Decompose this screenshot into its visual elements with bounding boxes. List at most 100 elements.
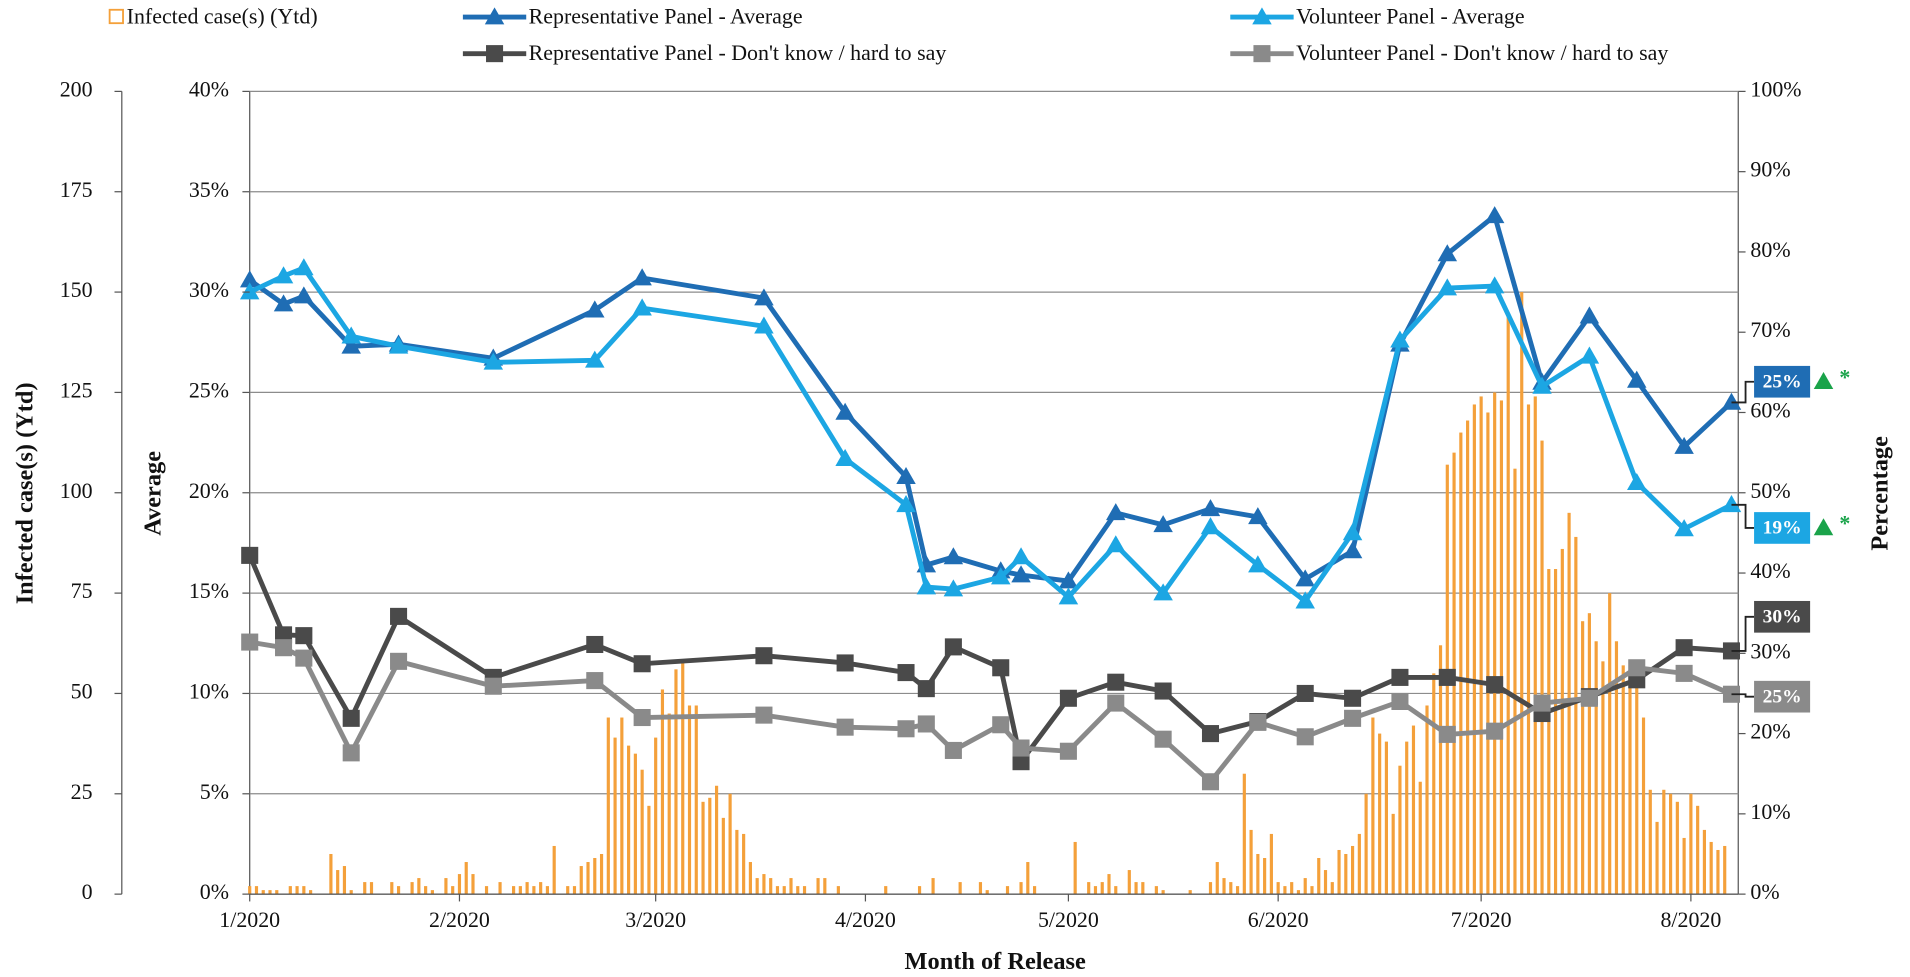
marker (1344, 689, 1362, 707)
bar (1087, 882, 1091, 895)
marker (1012, 739, 1030, 757)
marker (1675, 664, 1693, 682)
bar (1418, 781, 1422, 895)
marker (486, 45, 504, 63)
marker (294, 258, 314, 276)
marker (836, 718, 854, 736)
bar (1709, 841, 1713, 895)
marker (1390, 330, 1410, 348)
end-label-connector (1731, 380, 1755, 404)
y-tick-label: 0 (82, 879, 93, 904)
y3-tick-label: 20% (1750, 719, 1790, 744)
bar (1574, 536, 1578, 895)
y-axis-title: Infected case(s) (Ytd) (11, 382, 38, 604)
marker (1533, 694, 1551, 712)
marker (944, 638, 962, 656)
bar (254, 886, 259, 895)
bar (721, 817, 725, 895)
bar (1526, 404, 1531, 895)
bar (484, 886, 489, 895)
bar (336, 870, 340, 895)
bar (1290, 882, 1294, 895)
bar (1154, 886, 1158, 895)
bar (451, 886, 455, 895)
bar (606, 717, 610, 895)
significance-mark: * (1839, 364, 1850, 389)
bar (1466, 420, 1470, 895)
bar (789, 878, 793, 895)
marker (992, 659, 1010, 677)
bar (1601, 661, 1605, 895)
marker (1154, 682, 1172, 700)
marker (1248, 507, 1268, 525)
bar (728, 793, 732, 895)
bar (1310, 886, 1314, 895)
marker (273, 266, 294, 284)
x-tick-label: 8/2020 (1660, 907, 1721, 932)
marker (1627, 370, 1647, 388)
y2-tick-label: 5% (200, 779, 229, 804)
y2-tick-label: 25% (189, 377, 229, 402)
bar (1520, 292, 1524, 895)
marker (632, 298, 652, 316)
bar (552, 845, 556, 895)
bar (627, 745, 631, 895)
bar (633, 753, 637, 895)
bar (1296, 890, 1301, 895)
bar (566, 886, 570, 895)
end-label-box (1754, 600, 1811, 633)
end-label-connector (1731, 615, 1755, 652)
bar (1303, 878, 1307, 895)
marker (916, 577, 937, 595)
marker (1296, 728, 1314, 746)
marker (1107, 673, 1125, 691)
x-axis-title: Month of Release (905, 948, 1086, 975)
bar (579, 866, 583, 895)
marker (1579, 306, 1600, 324)
marker (388, 336, 409, 354)
marker (1253, 45, 1271, 63)
bar (369, 882, 374, 895)
bar (1391, 813, 1395, 895)
marker (1201, 773, 1220, 791)
bar (525, 882, 529, 895)
marker (896, 466, 916, 485)
marker (1200, 499, 1221, 517)
marker (1344, 709, 1362, 727)
bar (1493, 392, 1497, 895)
bar (1215, 862, 1219, 895)
bar (1553, 569, 1558, 895)
end-label: 25% (1763, 371, 1802, 392)
y3-tick-label: 30% (1750, 638, 1790, 663)
y-tick-label: 50 (71, 678, 93, 703)
bar (1702, 829, 1706, 895)
bar (1533, 396, 1537, 895)
marker (1153, 515, 1173, 533)
marker (1252, 7, 1272, 25)
bar (647, 805, 651, 895)
bar (674, 669, 678, 895)
y2-tick-label: 35% (189, 177, 229, 202)
marker (1486, 676, 1504, 694)
bar (1100, 882, 1104, 895)
bar (1621, 665, 1625, 895)
y3-tick-label: 100% (1750, 76, 1801, 101)
bar (1587, 613, 1591, 895)
bar (687, 705, 692, 895)
bar (1696, 805, 1700, 895)
marker (1484, 276, 1505, 294)
y3-tick-label: 0% (1750, 879, 1779, 904)
bar (1682, 837, 1686, 895)
y3-tick-label: 10% (1750, 799, 1790, 824)
bar (1269, 833, 1273, 895)
bar (599, 853, 604, 895)
bar (735, 829, 739, 895)
marker (1722, 685, 1741, 703)
bar (816, 878, 820, 895)
marker (991, 567, 1011, 585)
bar (748, 862, 752, 895)
marker (1059, 689, 1077, 707)
marker (1627, 472, 1647, 491)
x-tick-label: 5/2020 (1038, 907, 1099, 932)
marker (1059, 742, 1077, 760)
